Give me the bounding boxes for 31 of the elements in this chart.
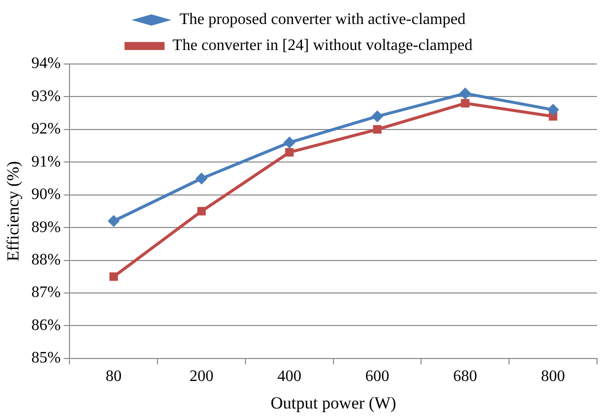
y-tick-label: 91% <box>31 153 61 170</box>
y-axis-title: Efficiency (%) <box>4 161 23 262</box>
x-tick-label: 400 <box>277 368 302 386</box>
point <box>285 148 294 157</box>
point <box>109 272 118 281</box>
x-tick-label: 600 <box>365 368 390 386</box>
point <box>197 206 206 216</box>
point <box>460 99 470 108</box>
y-tick-label: 87% <box>31 284 61 302</box>
y-tick-label: 85% <box>31 350 61 367</box>
x-tick-label: 800 <box>541 368 566 386</box>
legend-label: The converter in [24] without voltage-clamped <box>172 37 472 54</box>
x-tick-label: 200 <box>190 368 214 386</box>
y-tick-label: 93% <box>31 88 61 105</box>
point <box>108 215 120 228</box>
point <box>283 136 296 149</box>
point <box>196 172 208 184</box>
legend-label: The proposed converter with active-clamped <box>179 11 466 28</box>
point <box>459 87 472 100</box>
x-tick-label: 680 <box>453 368 478 386</box>
y-tick-label: 89% <box>31 218 61 236</box>
y-tick-label: 94% <box>31 55 61 72</box>
point <box>373 125 382 134</box>
point <box>371 110 384 122</box>
y-tick-label: 90% <box>31 186 61 204</box>
y-tick-label: 88% <box>31 251 61 268</box>
point <box>547 104 560 116</box>
y-tick-label: 92% <box>31 120 61 138</box>
y-tick-label: 86% <box>31 316 61 334</box>
x-tick-label: 80 <box>106 368 122 386</box>
x-axis-title: Output power (W) <box>270 393 396 412</box>
